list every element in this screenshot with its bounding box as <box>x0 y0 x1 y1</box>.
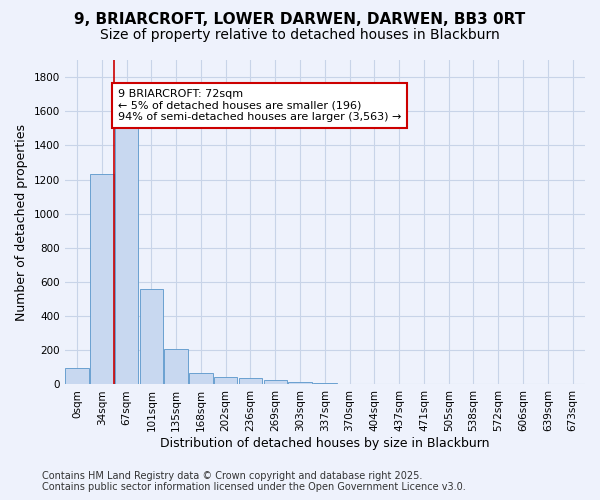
Text: Contains HM Land Registry data © Crown copyright and database right 2025.
Contai: Contains HM Land Registry data © Crown c… <box>42 471 466 492</box>
Bar <box>65 368 89 384</box>
Bar <box>288 382 312 384</box>
Bar <box>140 289 163 384</box>
Text: Size of property relative to detached houses in Blackburn: Size of property relative to detached ho… <box>100 28 500 42</box>
Text: 9 BRIARCROFT: 72sqm
← 5% of detached houses are smaller (196)
94% of semi-detach: 9 BRIARCROFT: 72sqm ← 5% of detached hou… <box>118 89 401 122</box>
Bar <box>90 174 113 384</box>
Y-axis label: Number of detached properties: Number of detached properties <box>15 124 28 320</box>
Text: 9, BRIARCROFT, LOWER DARWEN, DARWEN, BB3 0RT: 9, BRIARCROFT, LOWER DARWEN, DARWEN, BB3… <box>74 12 526 28</box>
Bar <box>189 374 213 384</box>
X-axis label: Distribution of detached houses by size in Blackburn: Distribution of detached houses by size … <box>160 437 490 450</box>
Bar <box>263 380 287 384</box>
Bar <box>313 383 337 384</box>
Bar <box>115 126 139 384</box>
Bar <box>164 348 188 384</box>
Bar <box>239 378 262 384</box>
Bar <box>214 377 238 384</box>
